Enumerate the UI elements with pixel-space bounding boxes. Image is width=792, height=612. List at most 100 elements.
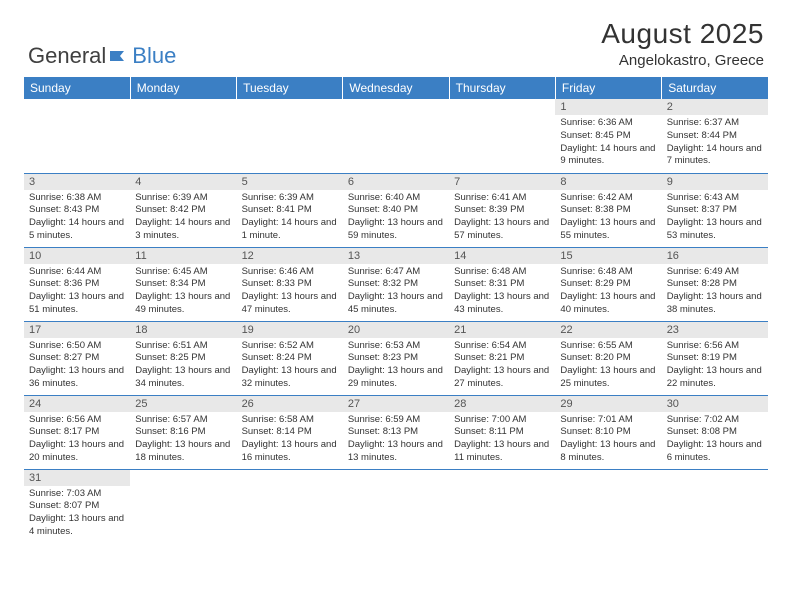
day-content: Sunrise: 6:36 AMSunset: 8:45 PMDaylight:… bbox=[555, 115, 661, 170]
sunset-text: Sunset: 8:34 PM bbox=[135, 278, 231, 291]
daylight-text: Daylight: 13 hours and 6 minutes. bbox=[667, 439, 763, 465]
day-content: Sunrise: 7:02 AMSunset: 8:08 PMDaylight:… bbox=[662, 412, 768, 467]
daylight-text: Daylight: 13 hours and 4 minutes. bbox=[29, 513, 125, 539]
daylight-text: Daylight: 13 hours and 20 minutes. bbox=[29, 439, 125, 465]
daylight-text: Daylight: 13 hours and 16 minutes. bbox=[242, 439, 338, 465]
sunset-text: Sunset: 8:07 PM bbox=[29, 500, 125, 513]
day-content: Sunrise: 6:39 AMSunset: 8:41 PMDaylight:… bbox=[237, 190, 343, 245]
day-content: Sunrise: 6:50 AMSunset: 8:27 PMDaylight:… bbox=[24, 338, 130, 393]
day-number: 26 bbox=[237, 396, 343, 412]
day-content: Sunrise: 6:56 AMSunset: 8:17 PMDaylight:… bbox=[24, 412, 130, 467]
day-number: 23 bbox=[662, 322, 768, 338]
sunset-text: Sunset: 8:45 PM bbox=[560, 130, 656, 143]
daylight-text: Daylight: 13 hours and 11 minutes. bbox=[454, 439, 550, 465]
day-content: Sunrise: 6:39 AMSunset: 8:42 PMDaylight:… bbox=[130, 190, 236, 245]
daylight-text: Daylight: 13 hours and 8 minutes. bbox=[560, 439, 656, 465]
calendar-cell: 12Sunrise: 6:46 AMSunset: 8:33 PMDayligh… bbox=[237, 247, 343, 321]
sunset-text: Sunset: 8:41 PM bbox=[242, 204, 338, 217]
day-number: 10 bbox=[24, 248, 130, 264]
day-header-row: SundayMondayTuesdayWednesdayThursdayFrid… bbox=[24, 77, 768, 99]
sunrise-text: Sunrise: 6:44 AM bbox=[29, 266, 125, 279]
daylight-text: Daylight: 13 hours and 22 minutes. bbox=[667, 365, 763, 391]
day-content: Sunrise: 6:48 AMSunset: 8:29 PMDaylight:… bbox=[555, 264, 661, 319]
sunrise-text: Sunrise: 7:02 AM bbox=[667, 414, 763, 427]
calendar-cell: 2Sunrise: 6:37 AMSunset: 8:44 PMDaylight… bbox=[662, 99, 768, 173]
daylight-text: Daylight: 14 hours and 7 minutes. bbox=[667, 143, 763, 169]
calendar-cell bbox=[237, 99, 343, 173]
daylight-text: Daylight: 13 hours and 34 minutes. bbox=[135, 365, 231, 391]
calendar-cell: 31Sunrise: 7:03 AMSunset: 8:07 PMDayligh… bbox=[24, 469, 130, 543]
sunset-text: Sunset: 8:32 PM bbox=[348, 278, 444, 291]
daylight-text: Daylight: 13 hours and 25 minutes. bbox=[560, 365, 656, 391]
calendar-cell: 6Sunrise: 6:40 AMSunset: 8:40 PMDaylight… bbox=[343, 173, 449, 247]
calendar-cell: 27Sunrise: 6:59 AMSunset: 8:13 PMDayligh… bbox=[343, 395, 449, 469]
sunrise-text: Sunrise: 6:57 AM bbox=[135, 414, 231, 427]
calendar-cell: 15Sunrise: 6:48 AMSunset: 8:29 PMDayligh… bbox=[555, 247, 661, 321]
day-content: Sunrise: 6:43 AMSunset: 8:37 PMDaylight:… bbox=[662, 190, 768, 245]
sunrise-text: Sunrise: 6:56 AM bbox=[29, 414, 125, 427]
day-content: Sunrise: 7:01 AMSunset: 8:10 PMDaylight:… bbox=[555, 412, 661, 467]
day-content: Sunrise: 6:52 AMSunset: 8:24 PMDaylight:… bbox=[237, 338, 343, 393]
logo-text-general: General bbox=[28, 43, 106, 69]
day-content: Sunrise: 7:03 AMSunset: 8:07 PMDaylight:… bbox=[24, 486, 130, 541]
calendar-cell: 17Sunrise: 6:50 AMSunset: 8:27 PMDayligh… bbox=[24, 321, 130, 395]
day-number: 3 bbox=[24, 174, 130, 190]
calendar-week: 31Sunrise: 7:03 AMSunset: 8:07 PMDayligh… bbox=[24, 469, 768, 543]
sunset-text: Sunset: 8:23 PM bbox=[348, 352, 444, 365]
day-number: 20 bbox=[343, 322, 449, 338]
day-content: Sunrise: 6:38 AMSunset: 8:43 PMDaylight:… bbox=[24, 190, 130, 245]
day-number: 6 bbox=[343, 174, 449, 190]
day-number: 22 bbox=[555, 322, 661, 338]
day-number: 28 bbox=[449, 396, 555, 412]
day-number: 7 bbox=[449, 174, 555, 190]
sunset-text: Sunset: 8:21 PM bbox=[454, 352, 550, 365]
day-content: Sunrise: 6:40 AMSunset: 8:40 PMDaylight:… bbox=[343, 190, 449, 245]
daylight-text: Daylight: 13 hours and 38 minutes. bbox=[667, 291, 763, 317]
day-number: 30 bbox=[662, 396, 768, 412]
daylight-text: Daylight: 13 hours and 29 minutes. bbox=[348, 365, 444, 391]
sunrise-text: Sunrise: 6:38 AM bbox=[29, 192, 125, 205]
sunset-text: Sunset: 8:17 PM bbox=[29, 426, 125, 439]
daylight-text: Daylight: 13 hours and 53 minutes. bbox=[667, 217, 763, 243]
sunrise-text: Sunrise: 6:39 AM bbox=[242, 192, 338, 205]
sunrise-text: Sunrise: 6:40 AM bbox=[348, 192, 444, 205]
day-number: 15 bbox=[555, 248, 661, 264]
sunset-text: Sunset: 8:36 PM bbox=[29, 278, 125, 291]
calendar-cell bbox=[662, 469, 768, 543]
sunrise-text: Sunrise: 6:43 AM bbox=[667, 192, 763, 205]
sunset-text: Sunset: 8:20 PM bbox=[560, 352, 656, 365]
sunset-text: Sunset: 8:14 PM bbox=[242, 426, 338, 439]
calendar-cell: 10Sunrise: 6:44 AMSunset: 8:36 PMDayligh… bbox=[24, 247, 130, 321]
sunset-text: Sunset: 8:42 PM bbox=[135, 204, 231, 217]
calendar-week: 24Sunrise: 6:56 AMSunset: 8:17 PMDayligh… bbox=[24, 395, 768, 469]
day-number: 18 bbox=[130, 322, 236, 338]
day-content: Sunrise: 6:54 AMSunset: 8:21 PMDaylight:… bbox=[449, 338, 555, 393]
sunrise-text: Sunrise: 6:53 AM bbox=[348, 340, 444, 353]
daylight-text: Daylight: 13 hours and 40 minutes. bbox=[560, 291, 656, 317]
day-number: 21 bbox=[449, 322, 555, 338]
day-number: 5 bbox=[237, 174, 343, 190]
calendar-week: 10Sunrise: 6:44 AMSunset: 8:36 PMDayligh… bbox=[24, 247, 768, 321]
calendar-week: 1Sunrise: 6:36 AMSunset: 8:45 PMDaylight… bbox=[24, 99, 768, 173]
month-title: August 2025 bbox=[601, 18, 764, 50]
sunset-text: Sunset: 8:29 PM bbox=[560, 278, 656, 291]
day-number: 25 bbox=[130, 396, 236, 412]
daylight-text: Daylight: 13 hours and 27 minutes. bbox=[454, 365, 550, 391]
daylight-text: Daylight: 13 hours and 18 minutes. bbox=[135, 439, 231, 465]
day-content: Sunrise: 6:42 AMSunset: 8:38 PMDaylight:… bbox=[555, 190, 661, 245]
sunset-text: Sunset: 8:16 PM bbox=[135, 426, 231, 439]
day-number: 9 bbox=[662, 174, 768, 190]
calendar-cell: 22Sunrise: 6:55 AMSunset: 8:20 PMDayligh… bbox=[555, 321, 661, 395]
sunset-text: Sunset: 8:27 PM bbox=[29, 352, 125, 365]
day-number: 16 bbox=[662, 248, 768, 264]
calendar-cell: 26Sunrise: 6:58 AMSunset: 8:14 PMDayligh… bbox=[237, 395, 343, 469]
calendar-cell bbox=[449, 99, 555, 173]
sunrise-text: Sunrise: 6:48 AM bbox=[560, 266, 656, 279]
calendar-cell: 18Sunrise: 6:51 AMSunset: 8:25 PMDayligh… bbox=[130, 321, 236, 395]
daylight-text: Daylight: 14 hours and 1 minute. bbox=[242, 217, 338, 243]
day-content: Sunrise: 7:00 AMSunset: 8:11 PMDaylight:… bbox=[449, 412, 555, 467]
calendar-cell bbox=[343, 469, 449, 543]
sunset-text: Sunset: 8:31 PM bbox=[454, 278, 550, 291]
day-content: Sunrise: 6:44 AMSunset: 8:36 PMDaylight:… bbox=[24, 264, 130, 319]
day-header: Friday bbox=[555, 77, 661, 99]
